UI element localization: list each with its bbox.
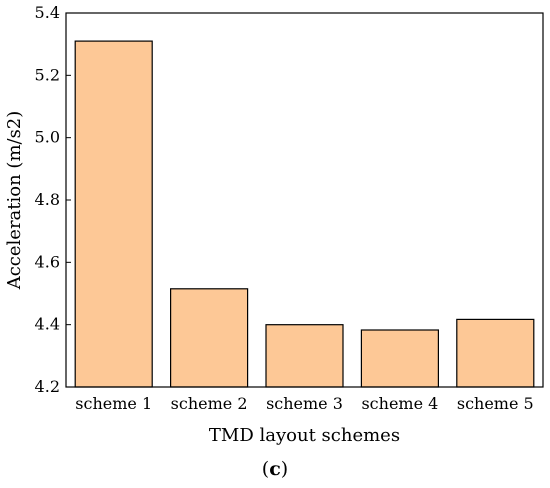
caption-open: ( — [262, 458, 269, 480]
bar-5 — [456, 318, 535, 388]
x-tick-label: scheme 3 — [266, 394, 343, 413]
x-tick-label: scheme 2 — [171, 394, 248, 413]
figure-caption: (c) — [262, 458, 288, 480]
y-tick-label: 5.0 — [35, 128, 60, 147]
y-tick-label: 4.4 — [35, 315, 60, 334]
x-axis-title: TMD layout schemes — [209, 425, 400, 446]
y-axis-ticks: 4.2 4.4 4.6 4.8 5.0 5.2 5.4 — [35, 3, 71, 396]
y-tick-label: 5.4 — [35, 3, 60, 22]
x-tick-label: scheme 5 — [457, 394, 534, 413]
bar-2 — [170, 288, 249, 388]
y-tick-label: 5.2 — [35, 65, 60, 84]
y-tick-label: 4.2 — [35, 377, 60, 396]
bar-3 — [265, 324, 344, 388]
bar-4 — [360, 329, 439, 388]
bars-group — [74, 40, 535, 388]
x-tick-label: scheme 1 — [75, 394, 152, 413]
x-tick-label: scheme 4 — [361, 394, 438, 413]
y-axis-title: Acceleration (m/s2) — [4, 111, 25, 291]
y-tick-label: 4.8 — [35, 190, 60, 209]
bar-1 — [74, 40, 153, 388]
y-tick-label: 4.6 — [35, 252, 60, 271]
x-axis-ticks: scheme 1 scheme 2 scheme 3 scheme 4 scheme 5 — [75, 394, 533, 413]
caption-close: ) — [281, 458, 288, 480]
caption-letter: c — [269, 458, 281, 480]
